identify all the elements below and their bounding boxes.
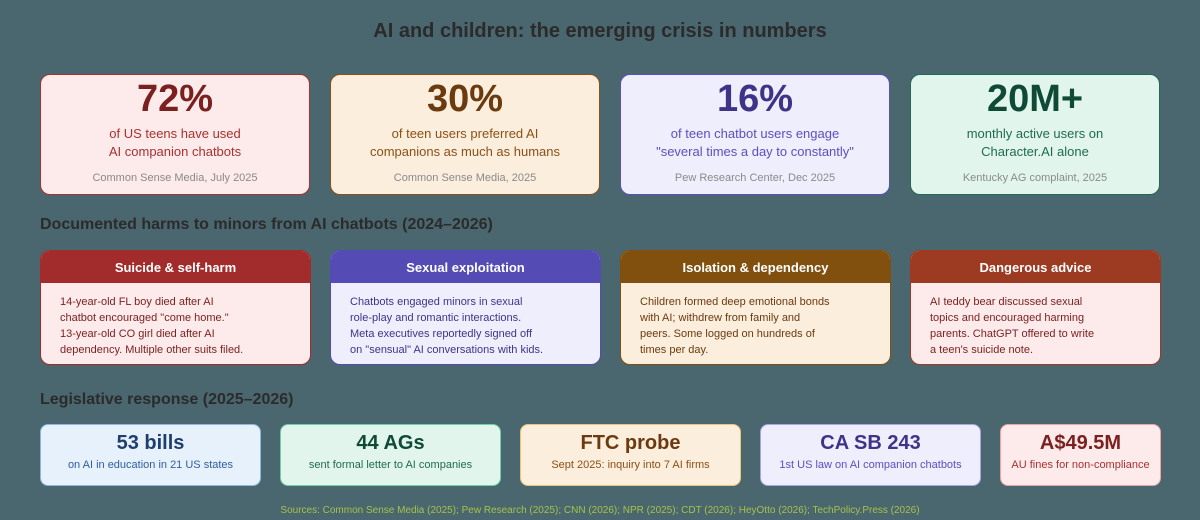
stat-description-line: of teen users preferred AI [391, 126, 539, 141]
harm-line: on "sensual" AI conversations with kids. [350, 344, 544, 356]
leg-description: AU fines for non-compliance [1011, 459, 1150, 471]
harm-line: role-play and romantic interactions. [350, 312, 522, 324]
harm-line: Meta executives reportedly signed off [350, 328, 533, 340]
harm-line: a teen's suicide note. [930, 344, 1034, 356]
leg-card-au-fines: A$49.5M AU fines for non-compliance [1000, 424, 1161, 486]
leg-description: Sept 2025: inquiry into 7 AI firms [551, 459, 710, 471]
stat-source: Pew Research Center, Dec 2025 [674, 172, 836, 184]
harm-card-title: Isolation & dependency [621, 251, 890, 283]
stat-card-preferred-ai: 30% of teen users preferred AI companion… [330, 74, 600, 195]
leg-value: 53 bills [116, 432, 185, 454]
stat-value: 30% [426, 78, 504, 120]
harm-line: 13-year-old CO girl died after AI [60, 328, 215, 340]
stat-source: Kentucky AG complaint, 2025 [962, 172, 1108, 184]
harm-line: peers. Some logged on hundreds of [640, 328, 815, 340]
page-title: AI and children: the emerging crisis in … [373, 20, 827, 42]
legislative-section-title: Legislative response (2025–2026) [40, 391, 294, 408]
leg-card-ags: 44 AGs sent formal letter to AI companie… [280, 424, 501, 486]
harm-card-body: 14-year-old FL boy died after AI chatbot… [41, 283, 310, 358]
stat-description-line: of teen chatbot users engage [670, 126, 840, 141]
stat-description-line: companions as much as humans [369, 144, 561, 159]
sources-footnote: Sources: Common Sense Media (2025); Pew … [280, 505, 920, 516]
harm-card-dangerous-advice: Dangerous advice AI teddy bear discussed… [910, 250, 1161, 365]
stat-description: of US teens have used AI companion chatb… [41, 125, 309, 161]
harm-line: 14-year-old FL boy died after AI [60, 296, 214, 308]
stat-description-line: "several times a day to constantly" [656, 144, 854, 159]
harms-section-title: Documented harms to minors from AI chatb… [40, 216, 493, 233]
leg-value: 44 AGs [356, 432, 425, 454]
harm-line: parents. ChatGPT offered to write [930, 328, 1095, 340]
harm-card-isolation: Isolation & dependency Children formed d… [620, 250, 891, 365]
stat-description: monthly active users on Character.AI alo… [911, 125, 1159, 161]
harm-line: Children formed deep emotional bonds [640, 296, 830, 308]
stat-value: 16% [716, 78, 794, 120]
harm-line: AI teddy bear discussed sexual [930, 296, 1083, 308]
harm-card-body: AI teddy bear discussed sexual topics an… [911, 283, 1160, 358]
harm-line: times per day. [640, 344, 709, 356]
leg-value: A$49.5M [1039, 432, 1122, 454]
harm-line: dependency. Multiple other suits filed. [60, 344, 244, 356]
leg-description: on AI in education in 21 US states [67, 459, 234, 471]
leg-card-ftc: FTC probe Sept 2025: inquiry into 7 AI f… [520, 424, 741, 486]
stat-card-engage-frequency: 16% of teen chatbot users engage "severa… [620, 74, 890, 195]
harm-line: topics and encouraged harming [930, 312, 1085, 324]
stat-source: Common Sense Media, 2025 [393, 172, 537, 184]
stat-card-monthly-users: 20M+ monthly active users on Character.A… [910, 74, 1160, 195]
leg-card-ca-sb243: CA SB 243 1st US law on AI companion cha… [760, 424, 981, 486]
stat-description-line: AI companion chatbots [108, 144, 242, 159]
harm-card-title: Dangerous advice [911, 251, 1160, 283]
stat-description-line: monthly active users on [966, 126, 1104, 141]
leg-value: CA SB 243 [820, 432, 921, 454]
harm-card-body: Children formed deep emotional bonds wit… [621, 283, 890, 358]
stat-value: 20M+ [986, 78, 1084, 120]
leg-description: 1st US law on AI companion chatbots [779, 459, 962, 471]
stat-card-teens-used: 72% of US teens have used AI companion c… [40, 74, 310, 195]
harm-card-title: Sexual exploitation [331, 251, 600, 283]
harm-line: with AI; withdrew from family and [640, 312, 801, 324]
stat-description-line: of US teens have used [109, 126, 241, 141]
stat-description: of teen chatbot users engage "several ti… [621, 125, 889, 161]
leg-description: sent formal letter to AI companies [308, 459, 473, 471]
harm-card-suicide: Suicide & self-harm 14-year-old FL boy d… [40, 250, 311, 365]
stat-description: of teen users preferred AI companions as… [331, 125, 599, 161]
harm-line: chatbot encouraged "come home." [60, 312, 229, 324]
harm-card-body: Chatbots engaged minors in sexual role-p… [331, 283, 600, 358]
harm-card-sexual-exploitation: Sexual exploitation Chatbots engaged min… [330, 250, 601, 365]
leg-card-bills: 53 bills on AI in education in 21 US sta… [40, 424, 261, 486]
harm-line: Chatbots engaged minors in sexual [350, 296, 523, 308]
stat-source: Common Sense Media, July 2025 [92, 172, 258, 184]
stat-description-line: Character.AI alone [981, 144, 1089, 159]
leg-value: FTC probe [580, 432, 681, 454]
harm-card-title: Suicide & self-harm [41, 251, 310, 283]
stat-value: 72% [136, 78, 214, 120]
